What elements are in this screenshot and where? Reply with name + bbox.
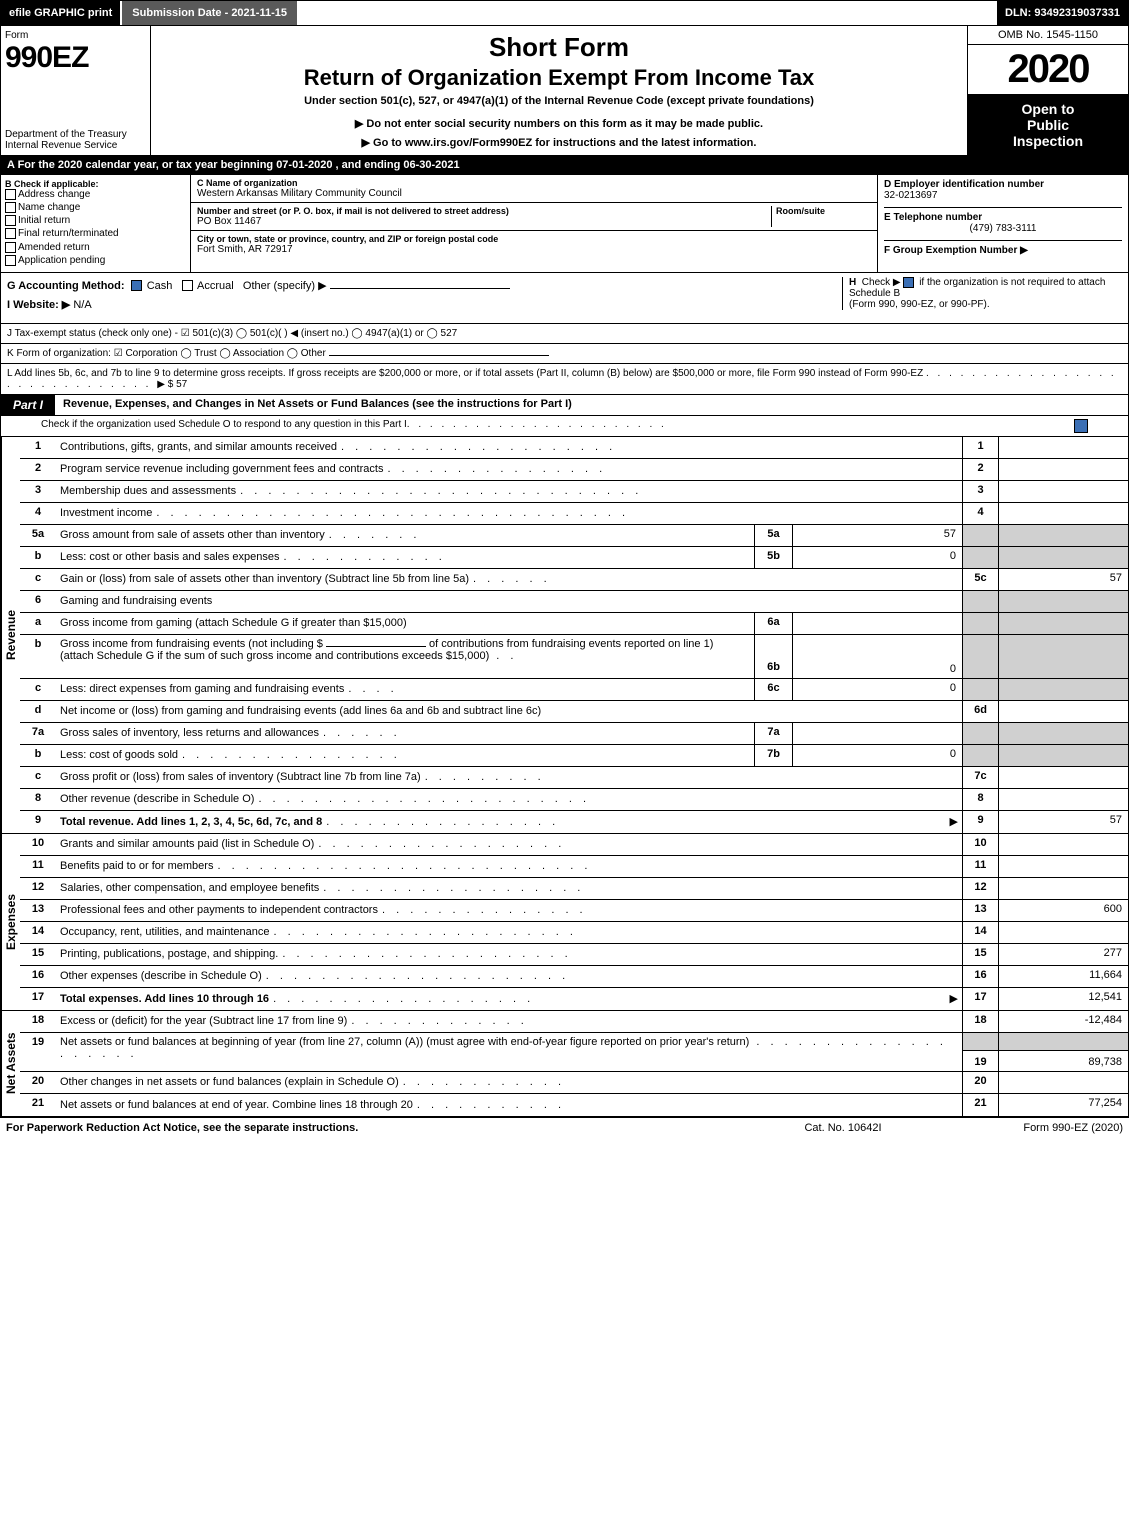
val-5c: 57 (998, 569, 1128, 590)
section-b: B Check if applicable: Address change Na… (0, 175, 1129, 273)
efile-print-label[interactable]: efile GRAPHIC print (1, 1, 120, 25)
tax-year: 2020 (968, 45, 1128, 95)
val-21: 77,254 (998, 1094, 1128, 1116)
revenue-vertical-label: Revenue (1, 437, 20, 833)
footer-cat-no: Cat. No. 10642I (743, 1122, 943, 1134)
top-bar: efile GRAPHIC print Submission Date - 20… (0, 0, 1129, 26)
d-ein-label: D Employer identification number (884, 179, 1122, 190)
c-city-label: City or town, state or province, country… (197, 234, 871, 244)
check-initial-return[interactable]: Initial return (5, 215, 186, 226)
c-name-label: C Name of organization (197, 178, 871, 188)
form-word: Form (5, 30, 146, 41)
omb-number: OMB No. 1545-1150 (968, 26, 1128, 45)
val-7b: 0 (792, 745, 962, 766)
goto-link-text[interactable]: ▶ Go to www.irs.gov/Form990EZ for instru… (157, 136, 961, 149)
revenue-section: Revenue 1Contributions, gifts, grants, a… (0, 437, 1129, 834)
k-form-organization: K Form of organization: ☑ Corporation ◯ … (0, 344, 1129, 364)
dln-label: DLN: 93492319037331 (997, 1, 1128, 25)
org-info: C Name of organization Western Arkansas … (191, 175, 878, 272)
header-left: Form 990EZ Department of the Treasury In… (1, 26, 151, 155)
part1-subtitle: Check if the organization used Schedule … (0, 416, 1129, 437)
val-18: -12,484 (998, 1011, 1128, 1032)
val-5a: 57 (792, 525, 962, 546)
val-15: 277 (998, 944, 1128, 965)
open-to-public-badge: Open to Public Inspection (968, 95, 1128, 155)
irs-label: Internal Revenue Service (5, 140, 146, 151)
gross-receipts-value: 57 (176, 379, 187, 390)
part1-tab: Part I (1, 395, 55, 415)
j-tax-exempt-status: J Tax-exempt status (check only one) - ☑… (0, 324, 1129, 344)
check-amended-return[interactable]: Amended return (5, 242, 186, 253)
website-value: N/A (73, 299, 91, 311)
page-footer: For Paperwork Reduction Act Notice, see … (0, 1117, 1129, 1138)
check-final-return[interactable]: Final return/terminated (5, 228, 186, 239)
e-phone-label: E Telephone number (884, 212, 1122, 223)
section-a-strip: A For the 2020 calendar year, or tax yea… (0, 156, 1129, 175)
b-label: B Check if applicable: (5, 179, 186, 189)
netassets-vertical-label: Net Assets (1, 1011, 20, 1116)
check-name-change[interactable]: Name change (5, 202, 186, 213)
val-16: 11,664 (998, 966, 1128, 987)
org-street: PO Box 11467 (197, 216, 771, 227)
val-13: 600 (998, 900, 1128, 921)
open-line2: Public (972, 117, 1124, 133)
org-name: Western Arkansas Military Community Coun… (197, 188, 871, 199)
val-5b: 0 (792, 547, 962, 568)
val-9: 57 (998, 811, 1128, 833)
expenses-vertical-label: Expenses (1, 834, 20, 1010)
val-17: 12,541 (998, 988, 1128, 1010)
org-city: Fort Smith, AR 72917 (197, 244, 871, 255)
return-title: Return of Organization Exempt From Incom… (157, 65, 961, 91)
under-section-text: Under section 501(c), 527, or 4947(a)(1)… (157, 95, 961, 107)
open-line3: Inspection (972, 133, 1124, 149)
val-6b: 0 (792, 635, 962, 678)
footer-paperwork-notice: For Paperwork Reduction Act Notice, see … (6, 1122, 743, 1134)
schedule-o-checkbox[interactable] (1074, 419, 1088, 433)
part1-title: Revenue, Expenses, and Changes in Net As… (55, 395, 1128, 415)
short-form-title: Short Form (157, 32, 961, 63)
val-6c: 0 (792, 679, 962, 700)
open-line1: Open to (972, 101, 1124, 117)
f-group-exemption-label: F Group Exemption Number ▶ (884, 245, 1122, 256)
form-header: Form 990EZ Department of the Treasury In… (0, 26, 1129, 156)
expenses-section: Expenses 10Grants and similar amounts pa… (0, 834, 1129, 1011)
net-assets-section: Net Assets 18Excess or (deficit) for the… (0, 1011, 1129, 1117)
part1-header: Part I Revenue, Expenses, and Changes in… (0, 395, 1129, 416)
check-address-change[interactable]: Address change (5, 189, 186, 200)
form-number: 990EZ (5, 41, 146, 75)
submission-date-label: Submission Date - 2021-11-15 (120, 1, 297, 25)
footer-form-ref: Form 990-EZ (2020) (943, 1122, 1123, 1134)
right-info: D Employer identification number 32-0213… (878, 175, 1128, 272)
h-check-box: H Check ▶ if the organization is not req… (842, 277, 1122, 310)
header-right: OMB No. 1545-1150 2020 Open to Public In… (968, 26, 1128, 155)
room-suite-label: Room/suite (776, 206, 871, 216)
ghi-section: G Accounting Method: Cash Accrual Other … (0, 273, 1129, 324)
department-label: Department of the Treasury (5, 129, 146, 140)
header-center: Short Form Return of Organization Exempt… (151, 26, 968, 155)
h-checkbox[interactable] (903, 277, 914, 288)
c-street-label: Number and street (or P. O. box, if mail… (197, 206, 771, 216)
phone-value: (479) 783-3111 (884, 223, 1122, 234)
do-not-enter-text: ▶ Do not enter social security numbers o… (157, 117, 961, 130)
ein-value: 32-0213697 (884, 190, 1122, 201)
cash-checkbox[interactable] (131, 280, 142, 291)
l-gross-receipts: L Add lines 5b, 6c, and 7b to line 9 to … (0, 364, 1129, 395)
check-application-pending[interactable]: Application pending (5, 255, 186, 266)
check-if-applicable: B Check if applicable: Address change Na… (1, 175, 191, 272)
accrual-checkbox[interactable] (182, 280, 193, 291)
